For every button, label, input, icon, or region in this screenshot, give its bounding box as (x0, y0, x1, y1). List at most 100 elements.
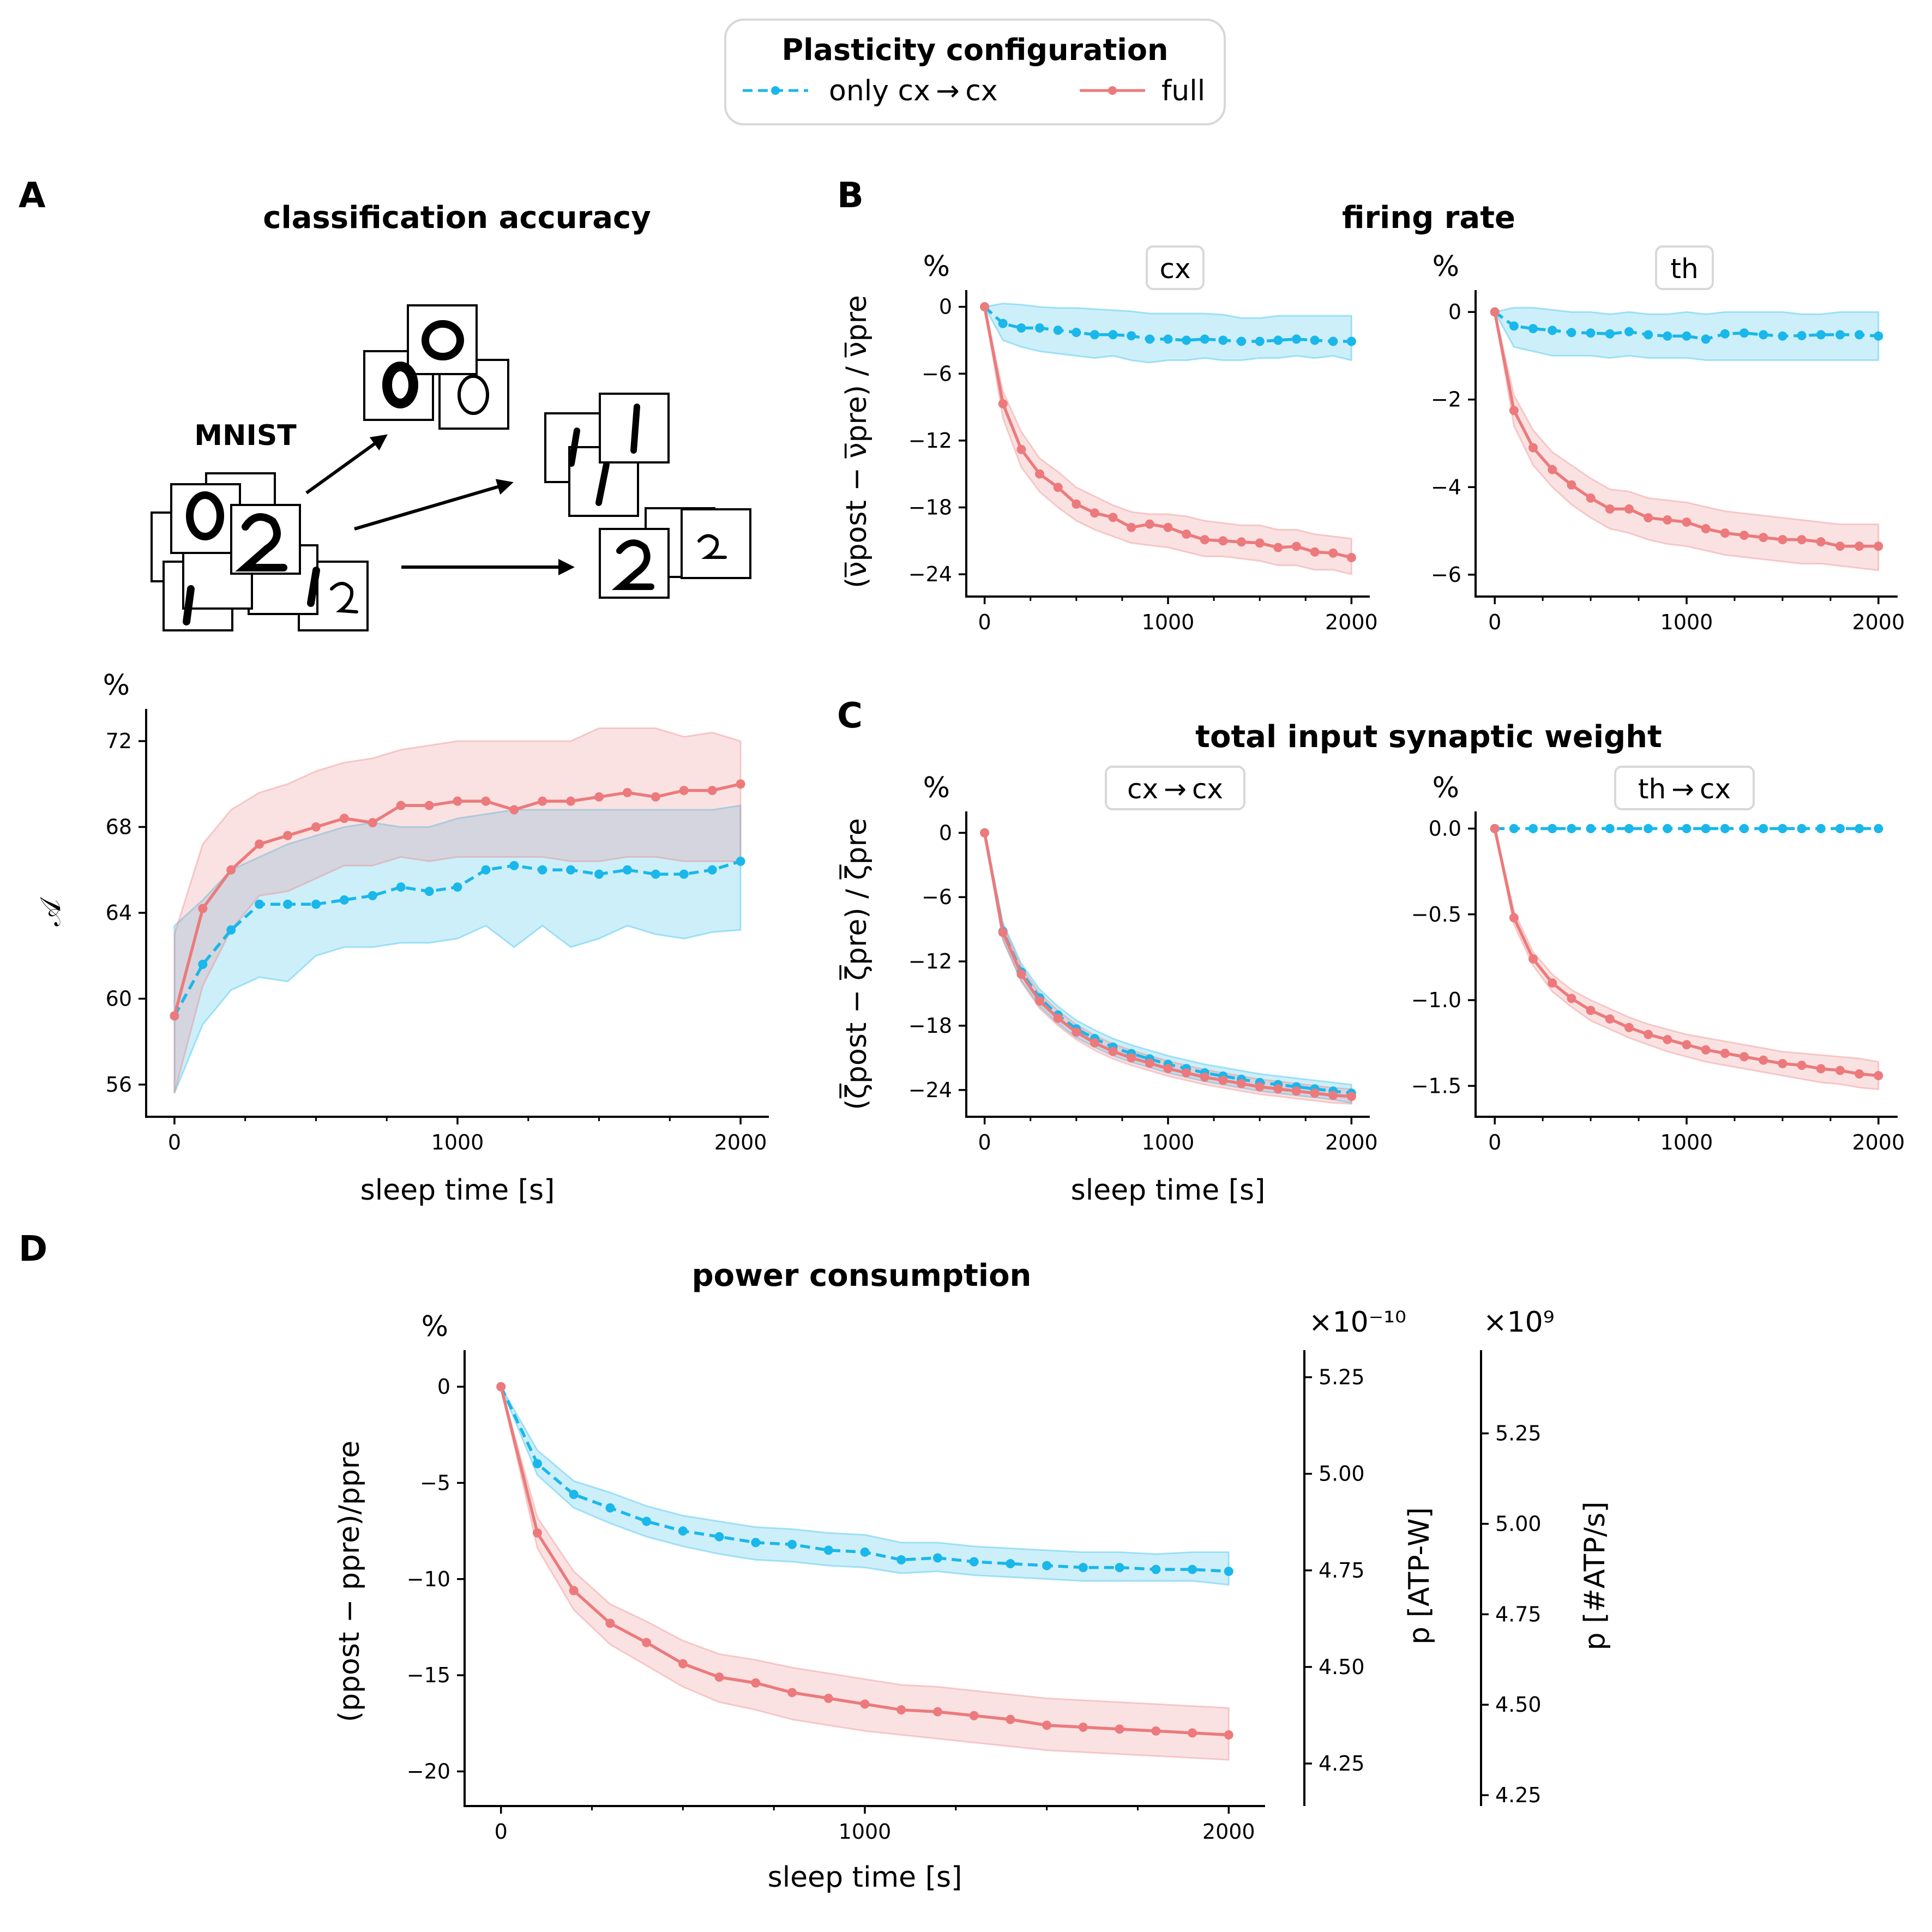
data-point-full (1759, 533, 1768, 543)
chart-c-thcx: 0 1000 2000 0.0 −0.5 −1.0 −1.5% th → cx (1411, 766, 1905, 1154)
data-point-full (932, 1707, 942, 1717)
y-tick-label: −2 (1431, 388, 1461, 412)
digit-zero-glyph (458, 375, 489, 415)
data-point-full (1163, 522, 1173, 532)
panel-title-a: classification accuracy (263, 200, 651, 236)
data-point-cx-only (1797, 330, 1807, 340)
secondary-y-tick-label: 5.00 (1495, 1512, 1542, 1536)
y-unit-label: % (1433, 250, 1459, 283)
y-tick-label: −4 (1431, 475, 1461, 499)
y-tick-label: −24 (908, 562, 952, 586)
axis-spines (1474, 811, 1898, 1118)
confidence-band-cx-only (983, 303, 1352, 364)
x-tick-label: 2000 (1852, 1130, 1905, 1154)
data-point-cx-only (1182, 335, 1191, 345)
data-point-full (1720, 528, 1730, 538)
data-point-cx-only (1328, 336, 1338, 346)
data-point-full (1328, 1091, 1338, 1100)
data-point-cx-only (1548, 823, 1557, 833)
x-tick-label: 0 (168, 1130, 181, 1154)
data-point-cx-only (1701, 334, 1711, 344)
data-point-cx-only (566, 865, 576, 875)
data-point-cx-only (1200, 334, 1209, 344)
data-point-cx-only (1548, 326, 1557, 335)
data-point-cx-only (1663, 331, 1672, 341)
data-point-full (1605, 1014, 1615, 1024)
data-point-cx-only (424, 887, 434, 896)
y-tick-label: −24 (908, 1078, 952, 1102)
data-point-cx-only (1855, 823, 1864, 833)
data-point-full (1291, 541, 1301, 551)
y-tick-label: −0.5 (1411, 902, 1461, 926)
data-point-full (1874, 1070, 1883, 1080)
y-unit-label: % (923, 250, 950, 283)
data-point-cx-only (1835, 823, 1845, 833)
digit-tile (170, 483, 241, 554)
digit-two-glyph (697, 534, 727, 559)
data-point-full (1035, 996, 1045, 1006)
data-point-cx-only (1016, 323, 1026, 333)
data-point-cx-only (1874, 331, 1883, 341)
data-point-cx-only (998, 318, 1008, 328)
secondary-y-tick-label: 5.00 (1319, 1462, 1365, 1486)
data-point-cx-only (1778, 823, 1787, 833)
data-point-cx-only (1816, 823, 1826, 833)
panel-label-b: B (837, 176, 864, 216)
y-unit-label: % (103, 669, 130, 702)
y-tick-label: −1.5 (1411, 1074, 1461, 1098)
data-point-full (532, 1528, 542, 1538)
data-point-full (1042, 1720, 1052, 1730)
data-point-cx-only (1108, 330, 1118, 340)
data-point-full (1720, 1049, 1730, 1058)
data-point-cx-only (1644, 330, 1653, 340)
x-tick-label: 0 (978, 610, 991, 634)
data-point-cx-only (1605, 329, 1615, 339)
data-point-full (311, 822, 321, 832)
y-tick-label: −20 (407, 1760, 450, 1784)
x-axis-label: sleep time [s] (768, 1861, 962, 1894)
data-point-full (198, 904, 208, 913)
data-point-cx-only (532, 1459, 542, 1468)
secondary-y-tick-label: 4.50 (1319, 1655, 1365, 1679)
panel-title-b: firing rate (1342, 200, 1515, 236)
data-point-full (1624, 504, 1634, 514)
y-tick-label: 60 (106, 986, 132, 1010)
legend-frame (724, 19, 1226, 125)
data-point-cx-only (1874, 823, 1883, 833)
subplot-title: cx → cx (1127, 773, 1223, 805)
data-point-cx-only (651, 869, 660, 879)
data-point-full (1328, 548, 1338, 558)
y-tick-label: −6 (922, 362, 952, 386)
data-point-full (1567, 994, 1576, 1003)
data-point-cx-only (1255, 336, 1265, 346)
data-point-full (1835, 1066, 1845, 1075)
legend-label-cx-only: only cx → cx (829, 75, 998, 107)
digit-one-glyph (183, 585, 195, 625)
data-point-cx-only (1567, 823, 1576, 833)
y-tick-label: 72 (106, 729, 132, 753)
data-point-full (679, 786, 689, 796)
data-point-full (1682, 517, 1692, 527)
data-point-full (1346, 552, 1356, 562)
secondary-axis-multiplier-atp-w: ×10⁻¹⁰ (1309, 1306, 1406, 1339)
data-point-full (1778, 535, 1787, 545)
subplot-title-box (1146, 245, 1205, 290)
axis-spines (965, 290, 1370, 598)
data-point-cx-only (569, 1490, 579, 1500)
data-point-full (714, 1672, 724, 1682)
axis-spines (1474, 290, 1898, 598)
data-point-cx-only (1346, 336, 1356, 346)
data-point-cx-only (1090, 330, 1099, 340)
data-point-full (1151, 1726, 1161, 1736)
data-point-cx-only (283, 899, 293, 909)
y-axis-label: 𝒜 (34, 897, 67, 926)
panel-title-d: power consumption (692, 1258, 1032, 1293)
data-point-full (594, 792, 604, 802)
data-point-cx-only (1855, 330, 1864, 340)
data-point-cx-only (787, 1539, 797, 1549)
data-point-cx-only (1605, 823, 1615, 833)
x-tick-label: 1000 (431, 1130, 484, 1154)
data-point-full (1816, 1064, 1826, 1074)
legend-marker-full (1108, 86, 1117, 95)
